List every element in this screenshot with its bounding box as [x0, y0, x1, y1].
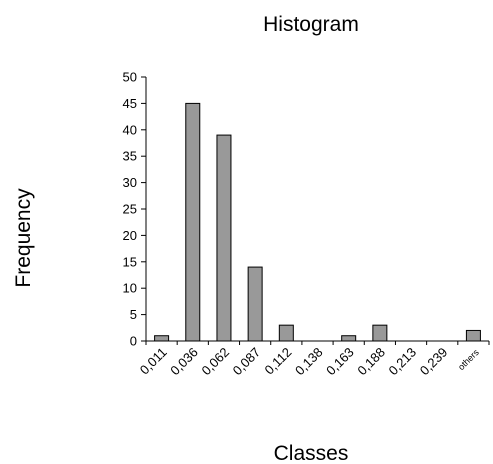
- y-tick-label: 5: [130, 307, 137, 322]
- x-category-label: 0,011: [137, 345, 170, 378]
- bar-0,188: [372, 324, 388, 342]
- y-tick-label: 0: [130, 334, 137, 349]
- bar-0,163: [341, 335, 357, 342]
- y-tick-label: 50: [123, 70, 137, 85]
- x-category-label: 0,062: [198, 345, 232, 379]
- y-tick-label: 30: [123, 175, 137, 190]
- y-tick-label: 15: [123, 254, 137, 269]
- y-axis-label: Frequency: [12, 188, 35, 288]
- y-tick-label: 40: [123, 122, 137, 137]
- bar-0,036: [185, 102, 201, 342]
- bar-0,112: [278, 324, 294, 342]
- y-tick-label: 10: [123, 281, 137, 296]
- y-tick-label: 20: [123, 228, 137, 243]
- bar-others: [465, 329, 481, 342]
- x-category-label: 0,036: [167, 345, 201, 379]
- chart-title: Histogram: [263, 13, 359, 36]
- bar-0,087: [247, 266, 263, 342]
- plot-area: 0 5 10 15 20 25 30 35 40 45 50 0,0110,0360,0620,087…: [123, 70, 490, 379]
- x-category-label: 0,087: [230, 345, 264, 379]
- x-category-label: 0,213: [386, 345, 420, 379]
- bar-0,011: [154, 335, 170, 342]
- x-category-label: 0,163: [323, 345, 357, 379]
- y-tick-label: 25: [123, 202, 137, 217]
- x-category-label: 0,138: [292, 345, 326, 379]
- x-category-label: 0,112: [262, 345, 295, 378]
- x-axis-label: Classes: [274, 442, 349, 464]
- bar-0,062: [216, 134, 232, 342]
- y-tick-label: 35: [123, 149, 137, 164]
- x-category-label: 0,239: [417, 345, 451, 379]
- x-category-label: others: [456, 347, 481, 372]
- x-category-label: 0,188: [354, 345, 388, 379]
- y-tick-label: 45: [123, 96, 137, 111]
